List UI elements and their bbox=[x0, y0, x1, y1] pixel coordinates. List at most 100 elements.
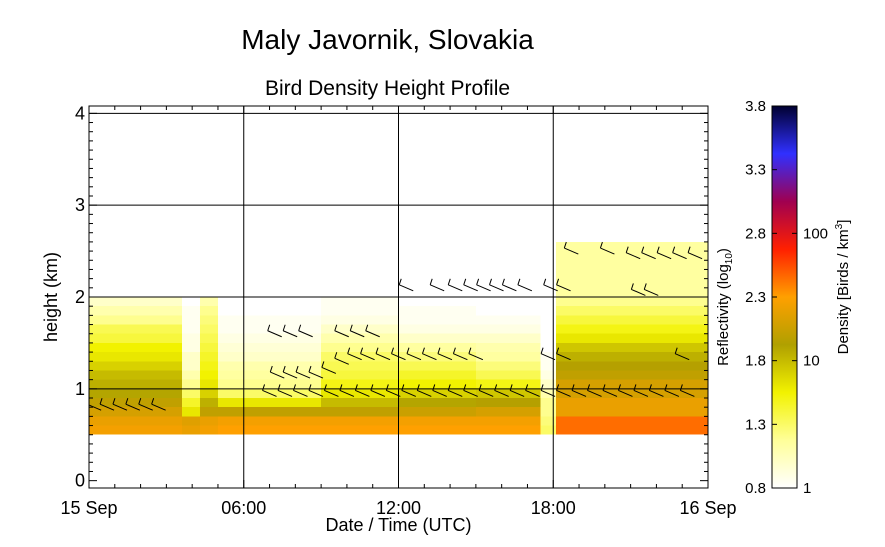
heat-cell bbox=[89, 388, 182, 399]
wind-barb bbox=[463, 278, 478, 292]
wind-barb-flag bbox=[625, 246, 629, 253]
wind-barb bbox=[587, 384, 602, 397]
wind-barb-flag bbox=[334, 352, 338, 359]
heat-cell bbox=[321, 379, 399, 389]
wind-barb bbox=[295, 365, 311, 379]
heat-cell bbox=[555, 352, 708, 362]
colorbar-left-label: Reflectivity (log10) bbox=[715, 248, 735, 366]
wind-barb bbox=[416, 384, 432, 397]
wind-barb-shaft bbox=[308, 371, 324, 379]
wind-barb-shaft bbox=[138, 403, 153, 411]
heat-cell bbox=[89, 342, 182, 353]
wind-barb bbox=[478, 384, 494, 397]
heat-cell bbox=[555, 407, 708, 417]
heat-cell bbox=[475, 407, 541, 417]
heat-cell bbox=[398, 333, 476, 343]
heat-cell bbox=[475, 388, 541, 399]
wind-barb-shaft bbox=[401, 389, 417, 397]
wind-barb-shaft bbox=[680, 389, 695, 397]
wind-barb-shaft bbox=[476, 284, 491, 292]
heat-cell bbox=[181, 324, 200, 334]
heat-cell bbox=[321, 361, 399, 371]
wind-barb-flag bbox=[687, 246, 691, 253]
wind-barb bbox=[308, 384, 324, 397]
wind-barb bbox=[679, 384, 695, 397]
wind-barb bbox=[125, 398, 141, 411]
heat-cell bbox=[540, 416, 556, 426]
heat-cell bbox=[181, 342, 200, 353]
wind-barb-shaft bbox=[99, 403, 115, 411]
wind-barb-flag bbox=[354, 384, 358, 391]
wind-barb bbox=[99, 398, 115, 411]
heat-cell bbox=[321, 370, 399, 380]
wind-barb bbox=[525, 384, 540, 397]
wind-barb-shaft bbox=[631, 288, 646, 296]
x-tick-label: 12:00 bbox=[376, 498, 421, 518]
colorbar-right-label: Density [Birds / km3] bbox=[834, 220, 852, 355]
wind-barb bbox=[151, 398, 166, 411]
wind-barb-shaft bbox=[494, 389, 509, 397]
wind-barb-shaft bbox=[391, 353, 406, 361]
heat-cell bbox=[398, 361, 476, 371]
wind-barb-shaft bbox=[298, 330, 313, 338]
heat-cell bbox=[199, 324, 218, 334]
heat-cell bbox=[199, 370, 218, 380]
colorbar-left-label-text: Reflectivity (log bbox=[715, 264, 732, 366]
wind-barb-shaft bbox=[509, 389, 525, 397]
wind-barb bbox=[267, 324, 282, 338]
wind-barb-flag bbox=[599, 241, 603, 249]
wind-barb-shaft bbox=[370, 389, 386, 397]
wind-barb-shaft bbox=[365, 330, 380, 338]
wind-barb-flag bbox=[556, 278, 560, 285]
wind-barb bbox=[360, 347, 375, 361]
heat-cell bbox=[89, 333, 182, 343]
wind-barb bbox=[429, 278, 445, 292]
heat-cell bbox=[199, 315, 218, 325]
wind-barb bbox=[556, 384, 571, 397]
wind-barb-flag bbox=[323, 384, 327, 391]
heat-cell bbox=[181, 352, 200, 362]
wind-barb-shaft bbox=[502, 284, 517, 292]
heat-cell bbox=[475, 398, 541, 408]
heat-cell bbox=[217, 352, 322, 362]
wind-barb-shaft bbox=[626, 252, 641, 260]
heat-cell bbox=[398, 416, 476, 426]
heat-cell bbox=[475, 379, 541, 389]
wind-barb-shaft bbox=[339, 389, 355, 397]
wind-barb-flag bbox=[282, 324, 286, 331]
wind-barb-flag bbox=[602, 384, 606, 391]
heat-cell bbox=[199, 425, 218, 435]
wind-barb-shaft bbox=[543, 284, 558, 292]
wind-barb-flag bbox=[517, 278, 521, 285]
wind-barb bbox=[556, 278, 571, 292]
colorbar-right-tick-label: 100 bbox=[803, 225, 828, 242]
wind-barb bbox=[468, 347, 484, 361]
heat-cell bbox=[181, 361, 200, 371]
heat-cell bbox=[540, 361, 556, 371]
wind-barb-shaft bbox=[540, 389, 556, 397]
wind-barb-shaft bbox=[489, 284, 504, 292]
heat-cell bbox=[475, 342, 541, 353]
wind-barb-flag bbox=[476, 278, 480, 285]
heat-cell bbox=[89, 425, 182, 435]
wind-barb bbox=[648, 384, 664, 397]
wind-barb bbox=[476, 278, 491, 292]
heat-cell bbox=[89, 379, 182, 389]
wind-barb bbox=[489, 278, 504, 292]
heat-cell bbox=[181, 398, 200, 408]
wind-barb bbox=[517, 278, 533, 292]
wind-barb-shaft bbox=[649, 389, 664, 397]
wind-barb bbox=[365, 324, 380, 338]
wind-barb-shaft bbox=[675, 353, 690, 361]
wind-barb-flag bbox=[269, 365, 273, 373]
wind-barb-flag bbox=[540, 384, 544, 391]
colorbar-left-tick-label: 2.3 bbox=[745, 289, 766, 306]
wind-barb-shaft bbox=[293, 389, 308, 397]
wind-barb-flag bbox=[282, 365, 286, 373]
wind-barb bbox=[437, 347, 453, 361]
colorbar-left-tick-label: 3.8 bbox=[745, 98, 766, 115]
wind-barb bbox=[687, 246, 703, 260]
y-tick-label: 1 bbox=[75, 379, 85, 399]
heat-cell bbox=[398, 370, 476, 380]
wind-barb-shaft bbox=[295, 371, 311, 379]
